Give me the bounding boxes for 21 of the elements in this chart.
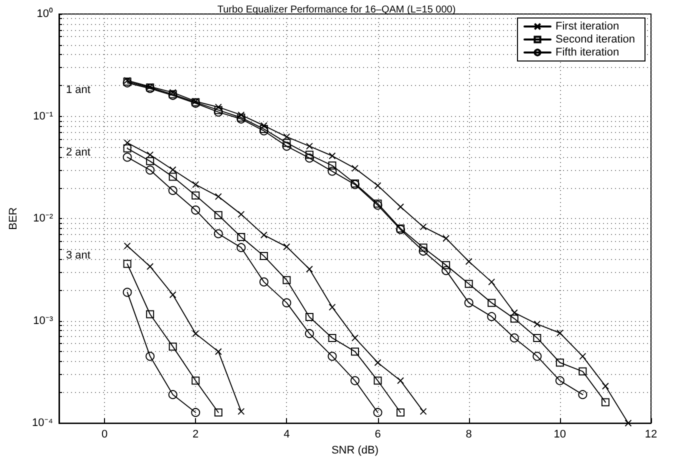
- y-tick-label: 10⁰: [36, 7, 53, 20]
- legend-label: Second iteration: [556, 34, 635, 46]
- y-tick-label: 10⁻⁴: [32, 417, 54, 430]
- y-tick-label: 10⁻¹: [33, 110, 54, 122]
- y-axis-title: BER: [8, 207, 20, 230]
- x-tick-label: 6: [374, 428, 381, 441]
- annotation: 2 ant: [66, 146, 90, 158]
- annotation: 1 ant: [66, 84, 90, 96]
- x-tick-label: 2: [192, 428, 199, 441]
- x-tick-label: 0: [101, 428, 108, 441]
- y-tick-label: 10⁻³: [33, 314, 54, 327]
- x-tick-label: 10: [554, 428, 566, 441]
- legend-label: Fifth iteration: [556, 46, 620, 58]
- x-axis-title: SNR (dB): [331, 444, 379, 456]
- legend-label: First iteration: [556, 20, 620, 32]
- chart-title: Turbo Equalizer Performance for 16–QAM (L=15 000): [217, 4, 456, 16]
- x-tick-label: 8: [466, 428, 472, 441]
- x-tick-label: 4: [284, 428, 290, 441]
- x-tick-label: 12: [644, 428, 658, 441]
- y-tick-label: 10⁻²: [33, 212, 54, 225]
- annotation: 3 ant: [66, 249, 90, 262]
